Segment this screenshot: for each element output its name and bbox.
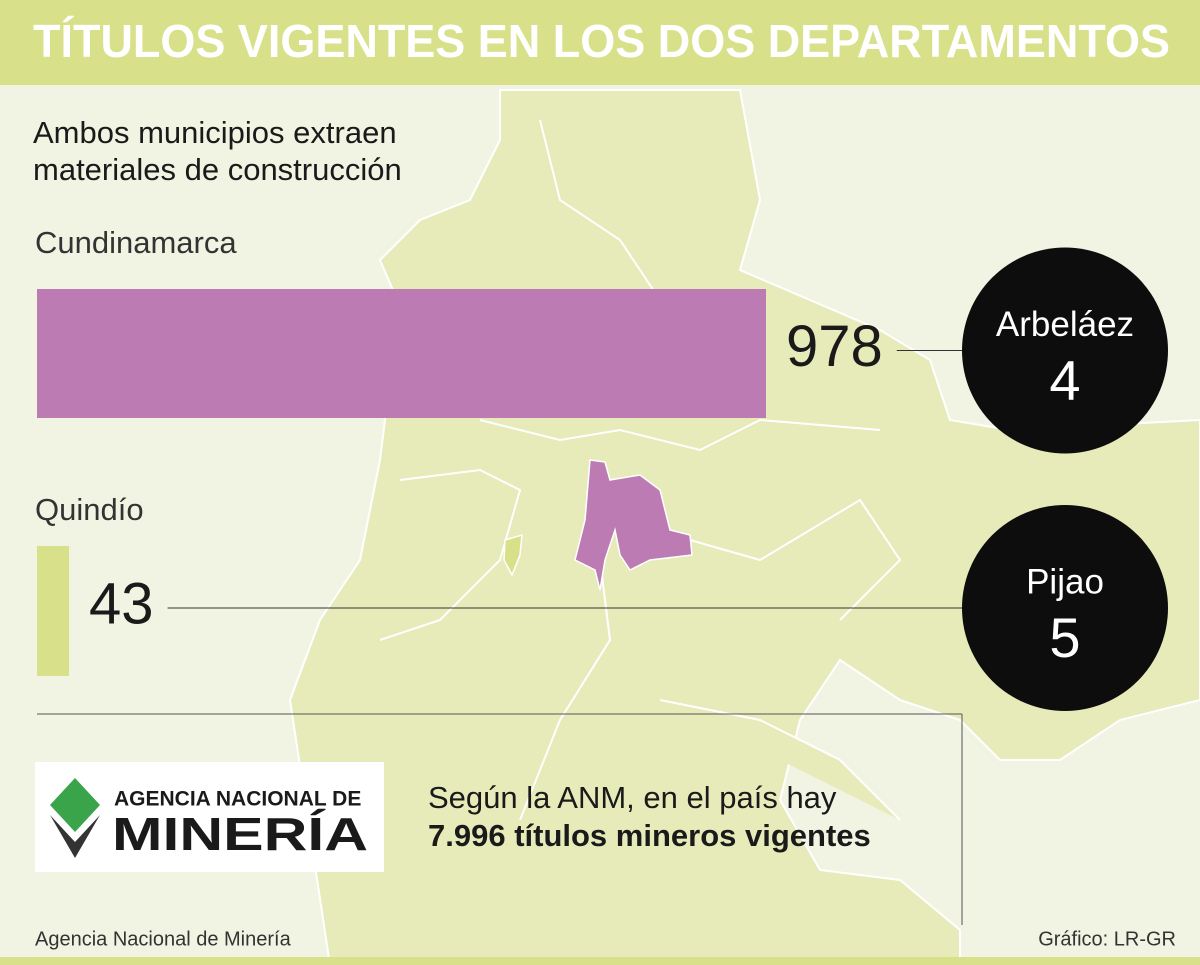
- title: TÍTULOS VIGENTES EN LOS DOS DEPARTAMENTO…: [33, 15, 1170, 67]
- subtitle: materiales de construcción: [33, 152, 402, 187]
- cundinamarca-area: [574, 459, 693, 591]
- bar: [37, 546, 70, 676]
- source: Agencia Nacional de Minería: [35, 928, 292, 950]
- callout-value: 4: [1049, 348, 1080, 411]
- callout-label: Arbeláez: [996, 305, 1134, 344]
- note: Según la ANM, en el país hay: [428, 780, 837, 815]
- subtitle: Ambos municipios extraen: [33, 115, 397, 150]
- logo-text: AGENCIA NACIONAL DE: [114, 788, 361, 811]
- bar: [37, 289, 766, 418]
- category-label: Quindío: [35, 492, 144, 527]
- credit: Gráfico: LR-GR: [1038, 928, 1176, 950]
- callout-circle: [962, 505, 1168, 711]
- logo-icon: [50, 815, 100, 858]
- logo-text: MINERÍA: [112, 808, 368, 860]
- callout-label: Pijao: [1026, 562, 1104, 601]
- value-label: 978: [786, 314, 883, 379]
- logo-box: [35, 762, 384, 872]
- value-label: 43: [89, 571, 154, 636]
- quindio-area: [503, 533, 523, 577]
- footer-band: [0, 957, 1200, 965]
- category-label: Cundinamarca: [35, 225, 237, 260]
- note: 7.996 títulos mineros vigentes: [428, 818, 871, 853]
- callout-value: 5: [1049, 606, 1080, 669]
- logo-icon: [50, 778, 100, 832]
- callout-circle: [962, 247, 1168, 454]
- header-band: [0, 0, 1200, 85]
